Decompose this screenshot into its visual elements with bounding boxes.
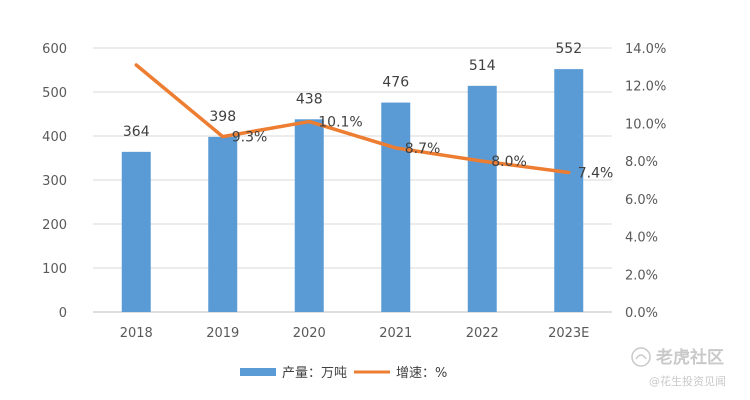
right-axis-tick-label: 14.0% bbox=[625, 42, 666, 57]
production-bars bbox=[121, 69, 584, 313]
line-point bbox=[308, 121, 310, 123]
legend-line-label: 增速：% bbox=[396, 366, 447, 381]
legend-bar-swatch bbox=[240, 368, 276, 376]
right-axis-tick-label: 8.0% bbox=[625, 155, 658, 170]
legend: 产量：万吨 增速：% bbox=[240, 366, 447, 381]
x-axis-tick-label: 2020 bbox=[293, 326, 326, 341]
bar bbox=[121, 151, 151, 312]
x-axis-tick-label: 2021 bbox=[379, 326, 412, 341]
left-y-axis: 0 100 200 300 400 500 600 bbox=[42, 42, 67, 321]
right-axis-tick-label: 4.0% bbox=[625, 231, 658, 246]
watermark-main-text: 老虎社区 bbox=[655, 347, 724, 368]
line-point bbox=[481, 160, 483, 162]
right-axis-tick-label: 0.0% bbox=[625, 306, 658, 321]
line-data-label: 8.7% bbox=[405, 141, 441, 157]
watermark: 老虎社区 @花生投资见闻 bbox=[631, 347, 726, 388]
bar bbox=[208, 136, 238, 312]
line-data-label: 10.1% bbox=[318, 115, 362, 131]
left-axis-tick-label: 300 bbox=[42, 174, 67, 189]
line-point bbox=[135, 64, 137, 66]
line-data-label: 7.4% bbox=[578, 165, 614, 181]
left-axis-tick-label: 400 bbox=[42, 130, 67, 145]
line-data-labels: 9.3% 10.1% 8.7% 8.0% 7.4% bbox=[232, 115, 614, 182]
bar bbox=[467, 85, 497, 312]
bar-data-labels: 364 398 438 476 514 552 bbox=[123, 41, 582, 140]
right-axis-tick-label: 10.0% bbox=[625, 117, 666, 132]
bar bbox=[294, 119, 324, 312]
legend-bar-label: 产量：万吨 bbox=[282, 366, 347, 381]
bar-data-label: 364 bbox=[123, 124, 150, 140]
bar-data-label: 552 bbox=[555, 41, 582, 57]
left-axis-tick-label: 0 bbox=[59, 306, 67, 321]
bar bbox=[554, 69, 584, 313]
watermark-sub-text: @花生投资见闻 bbox=[649, 374, 726, 388]
bar bbox=[381, 102, 411, 312]
bar-data-label: 514 bbox=[469, 58, 496, 74]
x-axis: 2018 2019 2020 2021 2022 2023E bbox=[120, 326, 590, 341]
line-point bbox=[222, 136, 224, 138]
line-point bbox=[568, 171, 570, 173]
bar-data-label: 476 bbox=[382, 75, 409, 91]
x-axis-tick-label: 2022 bbox=[466, 326, 499, 341]
line-data-label: 9.3% bbox=[232, 130, 268, 146]
x-axis-tick-label: 2018 bbox=[120, 326, 153, 341]
growth-line-path bbox=[134, 63, 571, 175]
line-point bbox=[395, 147, 397, 149]
left-axis-tick-label: 100 bbox=[42, 262, 67, 277]
left-axis-tick-label: 600 bbox=[42, 42, 67, 57]
right-axis-tick-label: 2.0% bbox=[625, 268, 658, 283]
right-axis-tick-label: 12.0% bbox=[625, 80, 666, 95]
left-axis-tick-label: 200 bbox=[42, 218, 67, 233]
right-axis-tick-label: 6.0% bbox=[625, 193, 658, 208]
bar-data-label: 398 bbox=[209, 109, 236, 125]
left-axis-tick-label: 500 bbox=[42, 86, 67, 101]
right-y-axis: 0.0% 2.0% 4.0% 6.0% 8.0% 10.0% 12.0% 14.0% bbox=[625, 42, 666, 321]
bar-data-label: 438 bbox=[296, 91, 323, 107]
gridlines bbox=[93, 47, 612, 313]
x-axis-tick-label: 2019 bbox=[206, 326, 239, 341]
growth-line bbox=[134, 63, 571, 175]
x-axis-tick-label: 2023E bbox=[548, 326, 589, 341]
tiger-community-logo-icon bbox=[631, 347, 651, 367]
line-data-label: 8.0% bbox=[491, 154, 527, 170]
